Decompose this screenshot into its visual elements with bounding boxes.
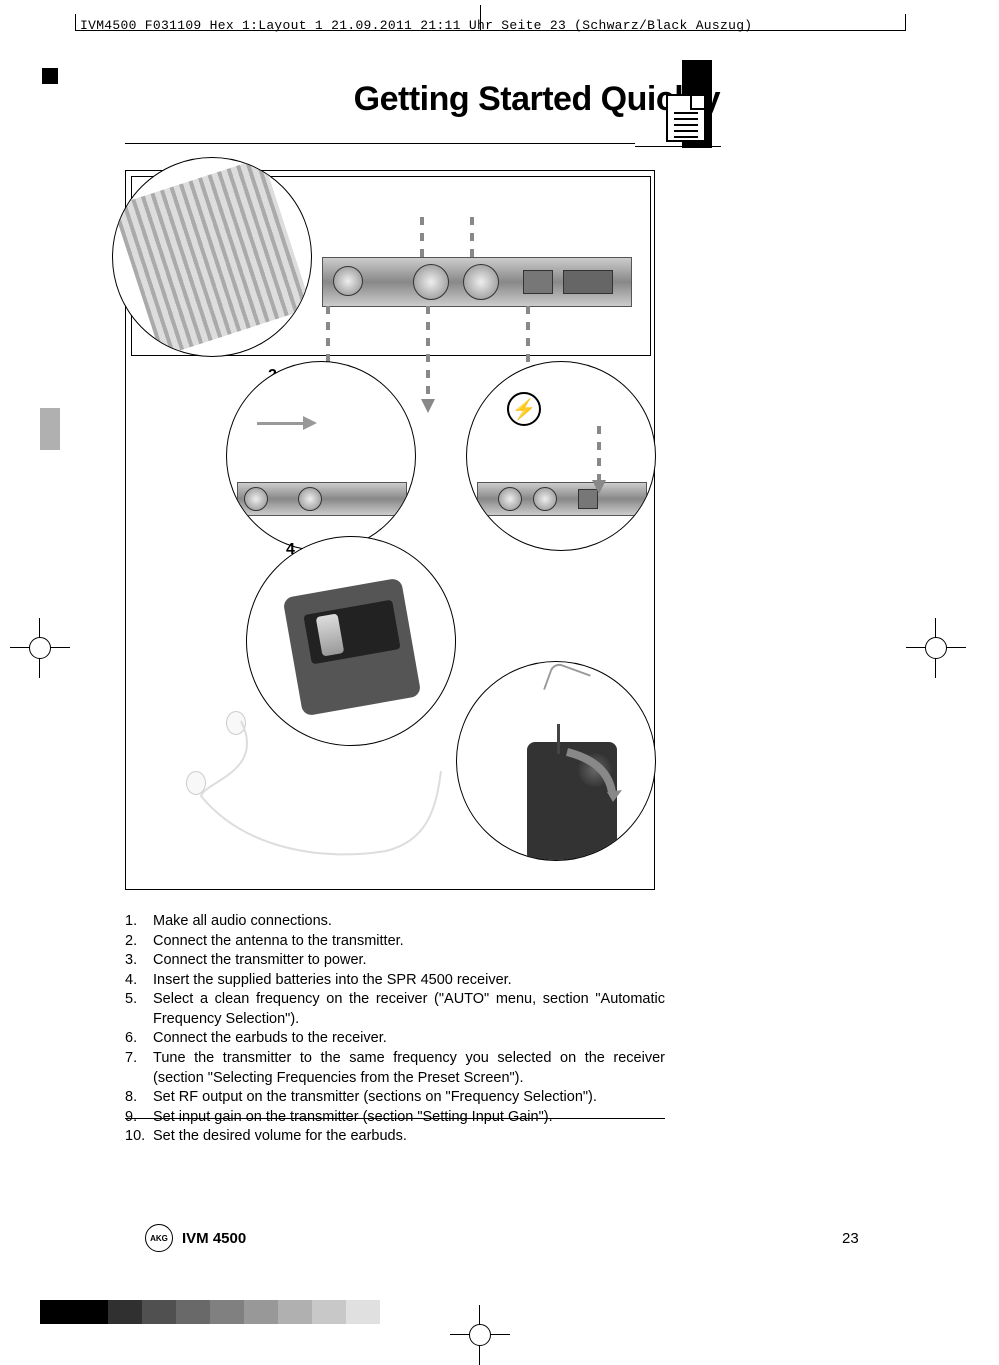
mixer-illustration [112,157,312,357]
instruction-item: 10.Set the desired volume for the earbud… [125,1127,665,1147]
crop-mark [75,14,76,31]
instruction-number: 5. [125,990,153,1029]
setup-diagram: 1 2 3 [125,170,655,890]
greyscale-swatch [244,1300,278,1324]
document-icon [666,94,706,142]
greyscale-swatch [40,1300,74,1324]
instruction-number: 4. [125,971,153,991]
instruction-text: Connect the transmitter to power. [153,951,665,971]
title-rule [635,146,721,147]
footer-model: IVM 4500 [182,1230,246,1247]
instruction-text: Connect the earbuds to the receiver. [153,1029,665,1049]
instruction-text: Connect the antenna to the transmitter. [153,932,665,952]
greyscale-swatch [278,1300,312,1324]
title-rule [125,143,635,144]
instruction-number: 7. [125,1049,153,1088]
antenna-connection-illustration [226,361,416,551]
brand-logo-icon: AKG [145,1224,173,1252]
instruction-text: Make all audio connections. [153,912,665,932]
greyscale-calibration-bar [40,1300,380,1324]
instruction-item: 1.Make all audio connections. [125,912,665,932]
registration-bar [40,408,60,450]
instruction-item: 7.Tune the transmitter to the same frequ… [125,1049,665,1088]
greyscale-swatch [142,1300,176,1324]
instruction-text: Tune the transmitter to the same frequen… [153,1049,665,1088]
instruction-item: 3.Connect the transmitter to power. [125,951,665,971]
instruction-number: 1. [125,912,153,932]
instruction-item: 8.Set RF output on the transmitter (sect… [125,1088,665,1108]
instruction-item: 6.Connect the earbuds to the receiver. [125,1029,665,1049]
registration-cross-icon [906,618,966,678]
power-bolt-icon: ⚡ [507,392,541,426]
instruction-text: Set RF output on the transmitter (sectio… [153,1088,665,1108]
greyscale-swatch [74,1300,108,1324]
greyscale-swatch [346,1300,380,1324]
instruction-number: 10. [125,1127,153,1147]
instruction-item: 2.Connect the antenna to the transmitter… [125,932,665,952]
registration-cross-icon [10,618,70,678]
diagram-panel-1: 1 [131,176,651,356]
power-connection-illustration: ⚡ [466,361,656,551]
instructions-rule [125,1118,665,1119]
earbud-cable-illustration [186,711,446,881]
instruction-number: 8. [125,1088,153,1108]
greyscale-swatch [108,1300,142,1324]
footer-page-number: 23 [842,1230,859,1247]
greyscale-swatch [176,1300,210,1324]
instruction-number: 6. [125,1029,153,1049]
instruction-item: 4.Insert the supplied batteries into the… [125,971,665,991]
greyscale-swatch [210,1300,244,1324]
instruction-number: 2. [125,932,153,952]
instruction-text: Insert the supplied batteries into the S… [153,971,665,991]
earbuds-volume-illustration [456,661,656,861]
registration-cross-icon [450,1305,510,1365]
instruction-number: 3. [125,951,153,971]
crop-mark [75,30,905,31]
registration-square [42,68,58,84]
instruction-text: Set the desired volume for the earbuds. [153,1127,665,1147]
crop-mark [905,14,906,31]
transmitter-rack-illustration [322,257,632,307]
greyscale-swatch [312,1300,346,1324]
instruction-item: 5.Select a clean frequency on the receiv… [125,990,665,1029]
instructions-list: 1.Make all audio connections.2.Connect t… [125,912,665,1147]
instruction-text: Select a clean frequency on the receiver… [153,990,665,1029]
crop-mark [480,5,481,31]
